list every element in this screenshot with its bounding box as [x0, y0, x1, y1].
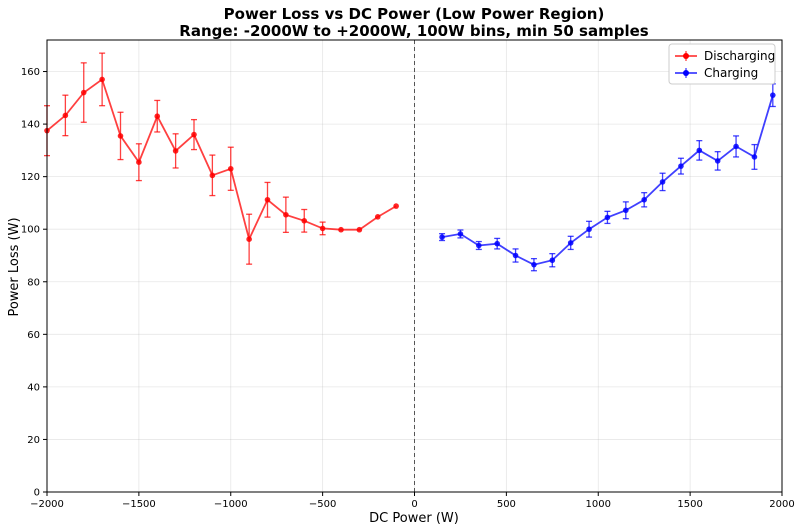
data-point — [154, 113, 161, 120]
data-point — [751, 154, 758, 160]
y-tick-label: 160 — [21, 67, 40, 78]
data-point — [136, 159, 142, 165]
data-point — [356, 226, 363, 233]
y-tick-label: 60 — [27, 330, 40, 341]
x-tick-label: −500 — [309, 499, 336, 510]
x-tick-label: 1000 — [586, 499, 611, 510]
data-point — [62, 112, 69, 119]
data-point — [172, 148, 179, 154]
data-point — [531, 261, 537, 268]
data-point — [567, 240, 574, 246]
data-point — [338, 226, 344, 233]
data-point — [623, 207, 629, 214]
data-point — [227, 165, 234, 172]
data-point — [604, 214, 611, 221]
x-tick-label: 0 — [411, 499, 417, 510]
data-point — [678, 163, 684, 169]
data-point — [476, 242, 482, 249]
data-point — [99, 76, 105, 83]
axis-layer: −2000 −1500 −1000 −500 0 500 1000 1500 2000 0 20 40… — [21, 67, 795, 510]
y-tick-label: 100 — [21, 225, 40, 236]
y-axis-label: Power Loss (W) — [7, 217, 22, 316]
data-point — [393, 203, 399, 209]
x-tick-label: −2000 — [30, 499, 64, 510]
legend-label-discharging: Discharging — [704, 49, 775, 63]
data-point — [80, 89, 87, 96]
data-point — [641, 196, 647, 203]
data-point — [319, 225, 326, 232]
y-tick-label: 140 — [21, 120, 40, 131]
x-axis-label: DC Power (W) — [369, 511, 459, 526]
chart-title: Power Loss vs DC Power (Low Power Region… — [224, 5, 605, 23]
y-tick-label: 40 — [27, 382, 40, 393]
y-tick-label: 80 — [27, 277, 40, 288]
data-point — [512, 252, 519, 259]
legend-marker-charging — [683, 70, 689, 76]
x-tick-label: 500 — [497, 499, 516, 510]
data-point — [283, 211, 289, 218]
data-point — [209, 172, 216, 179]
data-point — [117, 133, 124, 139]
series-charging — [439, 83, 776, 272]
y-tick-label: 0 — [34, 488, 40, 499]
y-tick-label: 20 — [27, 435, 40, 446]
data-point — [246, 236, 252, 242]
x-tick-label: −1500 — [122, 499, 156, 510]
data-point — [733, 143, 739, 150]
data-point — [714, 158, 721, 164]
x-tick-label: 2000 — [769, 499, 794, 510]
x-tick-label: 1500 — [677, 499, 702, 510]
legend-item-charging: Charging — [675, 66, 758, 80]
data-point — [770, 92, 776, 98]
legend: Discharging Charging — [668, 43, 776, 85]
data-point — [659, 179, 666, 185]
data-point — [457, 231, 464, 237]
data-point — [191, 131, 197, 138]
y-tick-label: 120 — [21, 172, 40, 183]
data-point — [374, 214, 381, 220]
legend-box — [668, 43, 776, 85]
legend-label-charging: Charging — [704, 66, 758, 80]
legend-item-discharging: Discharging — [675, 49, 775, 63]
data-point — [494, 240, 500, 247]
data-point — [549, 257, 556, 264]
chart-subtitle: Range: -2000W to +2000W, 100W bins, min … — [179, 22, 648, 40]
series-line-discharging — [46, 77, 397, 242]
data-point — [264, 196, 271, 203]
data-point — [696, 147, 703, 154]
data-point — [301, 218, 308, 224]
data-point — [586, 226, 592, 233]
data-point — [439, 234, 445, 240]
legend-marker-discharging — [683, 53, 689, 59]
x-tick-label: −1000 — [214, 499, 248, 510]
